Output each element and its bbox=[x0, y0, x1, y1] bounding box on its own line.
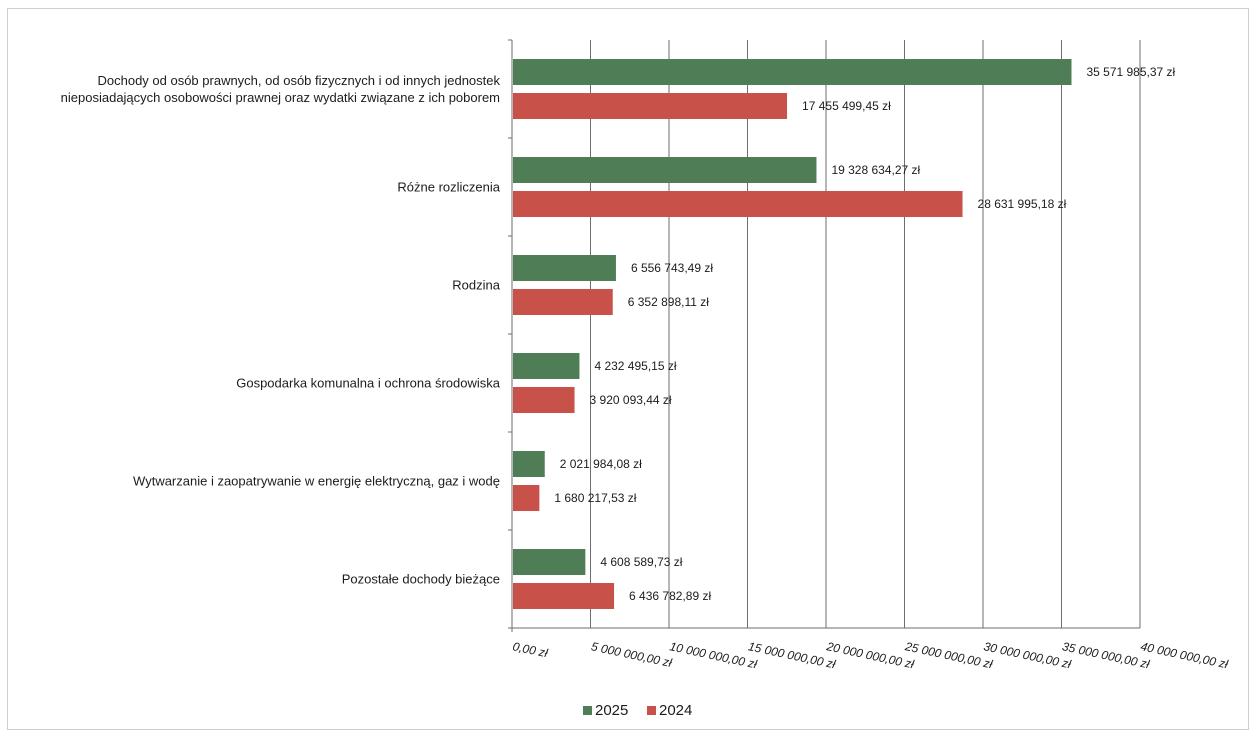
grid-layer bbox=[511, 40, 1141, 628]
data-label-2024-0: 17 455 499,45 zł bbox=[802, 99, 891, 113]
bar-2024-5 bbox=[513, 583, 615, 609]
bar-2025-1 bbox=[513, 157, 817, 183]
category-label-3: Gospodarka komunalna i ochrona środowisk… bbox=[236, 376, 501, 391]
legend: 2025 2024 bbox=[583, 702, 692, 719]
x-tick-label-2: 10 000 000,00 zł bbox=[668, 639, 758, 671]
category-label-0-line-1: nieposiadających osobowości prawnej oraz… bbox=[61, 90, 500, 105]
x-tick-label-3: 15 000 000,00 zł bbox=[747, 639, 837, 671]
category-label-5: Pozostałe dochody bieżące bbox=[342, 572, 500, 587]
category-label-2: Rodzina bbox=[452, 278, 500, 293]
x-tick-label-7: 35 000 000,00 zł bbox=[1061, 639, 1151, 671]
bar-2024-1 bbox=[513, 191, 963, 217]
legend-swatch-2025 bbox=[583, 706, 592, 715]
x-tick-label-0: 0,00 zł bbox=[511, 639, 549, 660]
x-tick-label-4: 20 000 000,00 zł bbox=[824, 639, 915, 671]
bar-2024-0 bbox=[513, 93, 788, 119]
bar-2024-4 bbox=[513, 485, 540, 511]
x-tick-label-5: 25 000 000,00 zł bbox=[903, 639, 994, 671]
data-label-2024-1: 28 631 995,18 zł bbox=[978, 197, 1067, 211]
x-tick-label-8: 40 000 000,00 zł bbox=[1139, 639, 1229, 671]
bar-2024-2 bbox=[513, 289, 613, 315]
legend-label-2024: 2024 bbox=[659, 702, 692, 719]
data-label-2025-3: 4 232 495,15 zł bbox=[594, 359, 676, 373]
labels-layer: 35 571 985,37 zł 17 455 499,45 zł Dochody … bbox=[61, 65, 1176, 603]
bar-2025-4 bbox=[513, 451, 545, 477]
data-label-2024-3: 3 920 093,44 zł bbox=[590, 393, 672, 407]
bar-2025-5 bbox=[513, 549, 586, 575]
data-label-2025-0: 35 571 985,37 zł bbox=[1086, 65, 1175, 79]
legend-label-2025: 2025 bbox=[595, 702, 628, 719]
data-label-2025-4: 2 021 984,08 zł bbox=[560, 457, 642, 471]
category-label-0-line-0: Dochody od osób prawnych, od osób fizycz… bbox=[97, 73, 500, 88]
bar-2024-3 bbox=[513, 387, 575, 413]
category-label-1: Różne rozliczenia bbox=[397, 180, 500, 195]
data-label-2025-5: 4 608 589,73 zł bbox=[600, 555, 682, 569]
bar-2025-3 bbox=[513, 353, 580, 379]
x-tick-label-6: 30 000 000,00 zł bbox=[982, 639, 1072, 671]
data-label-2025-1: 19 328 634,27 zł bbox=[831, 163, 920, 177]
data-label-2024-4: 1 680 217,53 zł bbox=[554, 491, 636, 505]
chart-frame bbox=[7, 8, 1249, 730]
data-label-2024-5: 6 436 782,89 zł bbox=[629, 589, 711, 603]
category-label-4: Wytwarzanie i zaopatrywanie w energię el… bbox=[133, 474, 500, 489]
bars-layer bbox=[513, 59, 1072, 609]
data-label-2024-2: 6 352 898,11 zł bbox=[628, 295, 710, 309]
x-tick-label-1: 5 000 000,00 zł bbox=[590, 639, 674, 670]
bar-2025-2 bbox=[513, 255, 616, 281]
data-label-2025-2: 6 556 743,49 zł bbox=[631, 261, 713, 275]
legend-swatch-2024 bbox=[647, 706, 656, 715]
bar-2025-0 bbox=[513, 59, 1072, 85]
